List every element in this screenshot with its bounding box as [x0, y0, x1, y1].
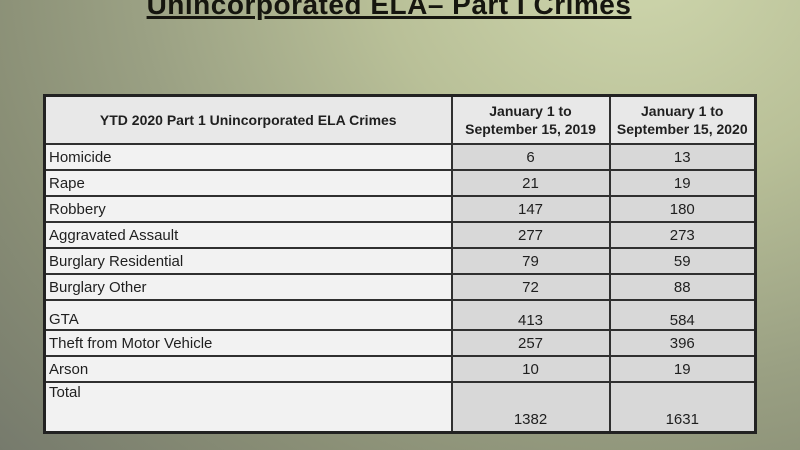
table-row-rape: Rape 21 19: [43, 169, 757, 197]
table-row-burglary-residential: Burglary Residential 79 59: [43, 247, 757, 275]
crime-2020-cell: 180: [608, 195, 757, 223]
crime-2019-cell: 413: [450, 299, 611, 331]
total-label-cell: Total: [43, 381, 453, 433]
crime-2020-cell: 273: [608, 221, 757, 249]
crime-2019-cell: 79: [450, 247, 611, 275]
crime-2020-cell: 19: [608, 355, 757, 383]
table-row-arson: Arson 10 19: [43, 355, 757, 383]
crimes-table: YTD 2020 Part 1 Unincorporated ELA Crime…: [43, 94, 757, 434]
table-row-gta: GTA 413 584: [43, 299, 757, 331]
crime-name-cell: Aggravated Assault: [43, 221, 453, 249]
crime-2019-cell: 257: [450, 329, 611, 357]
crime-2019-cell: 147: [450, 195, 611, 223]
crime-name-cell: Rape: [43, 169, 453, 197]
crime-name-cell: Burglary Other: [43, 273, 453, 301]
crime-name-cell: Theft from Motor Vehicle: [43, 329, 453, 357]
crime-2020-cell: 13: [608, 143, 757, 171]
crimes-table-header: YTD 2020 Part 1 Unincorporated ELA Crime…: [43, 94, 757, 145]
header-period-2020-line2: September 15, 2020: [616, 121, 748, 137]
total-2020-cell: 1631: [608, 381, 757, 433]
crime-2020-cell: 396: [608, 329, 757, 357]
header-period-2019-line2: September 15, 2019: [465, 121, 596, 137]
crime-name-cell: Arson: [43, 355, 453, 383]
crime-name-cell: GTA: [43, 299, 453, 331]
table-row-homicide: Homicide 6 13: [43, 143, 757, 171]
crime-2020-cell: 584: [608, 299, 757, 331]
crime-2019-cell: 6: [450, 143, 611, 171]
crime-2020-cell: 59: [608, 247, 757, 275]
header-crimes-label: YTD 2020 Part 1 Unincorporated ELA Crime…: [43, 94, 453, 145]
slide-title: Unincorporated ELA– Part I Crimes: [146, 0, 632, 20]
crime-name-cell: Homicide: [43, 143, 453, 171]
crime-2019-cell: 10: [450, 355, 611, 383]
table-row-theft-motor-vehicle: Theft from Motor Vehicle 257 396: [43, 329, 757, 357]
crime-2019-cell: 277: [450, 221, 611, 249]
crime-2019-cell: 21: [450, 169, 611, 197]
header-period-2020: January 1 to September 15, 2020: [608, 94, 757, 145]
header-row: YTD 2020 Part 1 Unincorporated ELA Crime…: [43, 94, 757, 145]
crime-2020-cell: 19: [608, 169, 757, 197]
header-period-2019-line1: January 1 to: [489, 103, 572, 119]
crime-2020-cell: 88: [608, 273, 757, 301]
table-row-burglary-other: Burglary Other 72 88: [43, 273, 757, 301]
header-period-2020-line1: January 1 to: [641, 103, 724, 119]
crime-name-cell: Robbery: [43, 195, 453, 223]
table-row-aggravated-assault: Aggravated Assault 277 273: [43, 221, 757, 249]
table-row-robbery: Robbery 147 180: [43, 195, 757, 223]
table-row-total: Total 1382 1631: [43, 381, 757, 433]
slide-title-clip: Unincorporated ELA– Part I Crimes: [0, 0, 800, 24]
crimes-table-body: Homicide 6 13 Rape 21 19 Robbery 147 180…: [43, 143, 757, 433]
header-period-2019: January 1 to September 15, 2019: [450, 94, 611, 145]
crime-name-cell: Burglary Residential: [43, 247, 453, 275]
total-2019-cell: 1382: [450, 381, 611, 433]
crime-2019-cell: 72: [450, 273, 611, 301]
